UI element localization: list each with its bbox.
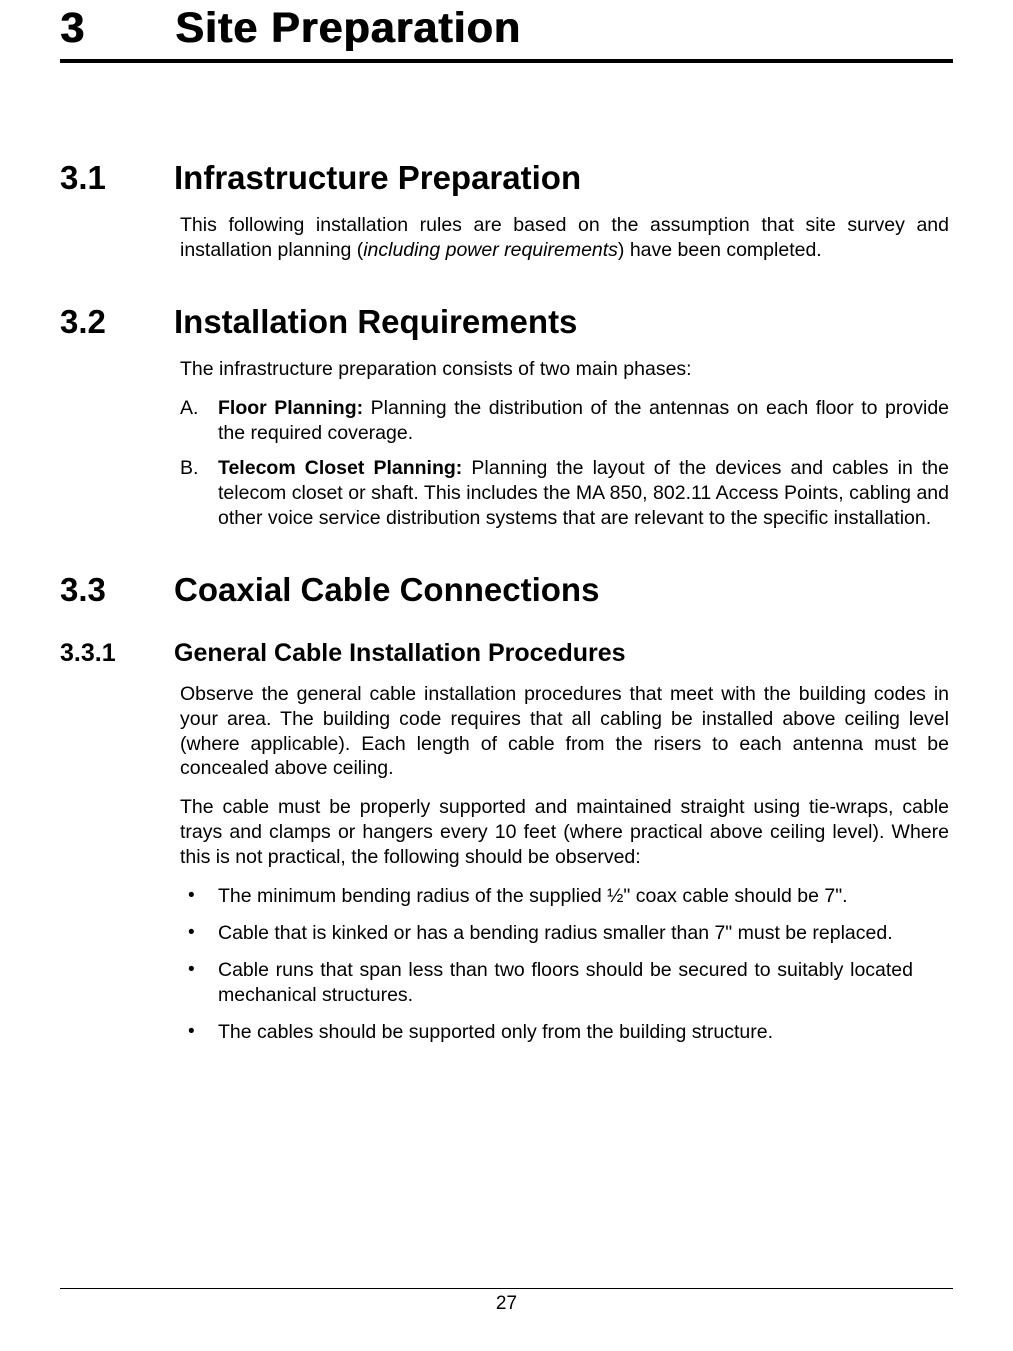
text-bold: Telecom Closet Planning: [218, 457, 462, 479]
section-number: 3.3 [60, 571, 174, 609]
subsection-title-text: General Cable Installation Procedures [174, 639, 626, 667]
text-bold: Floor Planning: [218, 397, 363, 419]
subsection-heading: 3.3.1General Cable Installation Procedur… [60, 639, 953, 668]
list-item: A. Floor Planning: Planning the distribu… [180, 396, 949, 446]
paragraph: Observe the general cable installation p… [180, 682, 949, 782]
section-title-text: Coaxial Cable Connections [174, 571, 599, 608]
list-marker: A. [180, 396, 198, 421]
page-number: 27 [496, 1293, 517, 1314]
section-heading: 3.3Coaxial Cable Connections [60, 571, 953, 609]
list-item: Cable runs that span less than two floor… [180, 958, 913, 1008]
paragraph: This following installation rules are ba… [180, 213, 949, 263]
list-item: Cable that is kinked or has a bending ra… [180, 921, 913, 946]
section-number: 3.1 [60, 159, 174, 197]
section-heading: 3.1Infrastructure Preparation [60, 159, 953, 197]
chapter-heading: 3Site Preparation [60, 0, 953, 63]
subsection-number: 3.3.1 [60, 639, 174, 668]
paragraph: The cable must be properly supported and… [180, 795, 949, 870]
section-3-2: 3.2Installation Requirements The infrast… [60, 303, 953, 531]
list-item: B. Telecom Closet Planning: Planning the… [180, 456, 949, 531]
page-footer: 27 [60, 1288, 953, 1315]
list-marker: B. [180, 456, 198, 481]
list-item: The minimum bending radius of the suppli… [180, 884, 913, 909]
section-body: Observe the general cable installation p… [180, 682, 949, 1045]
bullet-list: The minimum bending radius of the suppli… [180, 884, 949, 1045]
section-number: 3.2 [60, 303, 174, 341]
section-heading: 3.2Installation Requirements [60, 303, 953, 341]
section-title-text: Installation Requirements [174, 303, 577, 340]
section-body: The infrastructure preparation consists … [180, 357, 949, 531]
section-3-1: 3.1Infrastructure Preparation This follo… [60, 159, 953, 263]
ordered-list: A. Floor Planning: Planning the distribu… [180, 396, 949, 531]
page: 3Site Preparation 3.1Infrastructure Prep… [0, 0, 1013, 1351]
list-item: The cables should be supported only from… [180, 1020, 913, 1045]
section-3-3: 3.3Coaxial Cable Connections 3.3.1Genera… [60, 571, 953, 1045]
text-italic: including power requirements [363, 239, 618, 261]
section-body: This following installation rules are ba… [180, 213, 949, 263]
text: ) have been completed. [618, 239, 822, 261]
paragraph: The infrastructure preparation consists … [180, 357, 949, 382]
chapter-number: 3 [60, 4, 175, 53]
chapter-title-text: Site Preparation [175, 4, 521, 52]
section-title-text: Infrastructure Preparation [174, 159, 581, 196]
